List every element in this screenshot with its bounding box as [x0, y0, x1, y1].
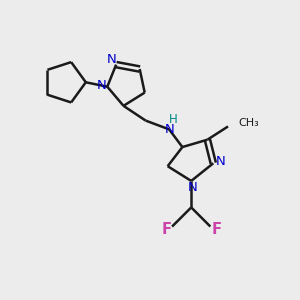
Text: F: F [161, 222, 171, 237]
Text: H: H [169, 112, 178, 126]
Text: N: N [216, 155, 226, 168]
Text: N: N [107, 53, 117, 66]
Text: F: F [211, 222, 221, 237]
Text: N: N [97, 79, 106, 92]
Text: CH₃: CH₃ [238, 118, 259, 128]
Text: N: N [188, 181, 198, 194]
Text: N: N [164, 123, 174, 136]
